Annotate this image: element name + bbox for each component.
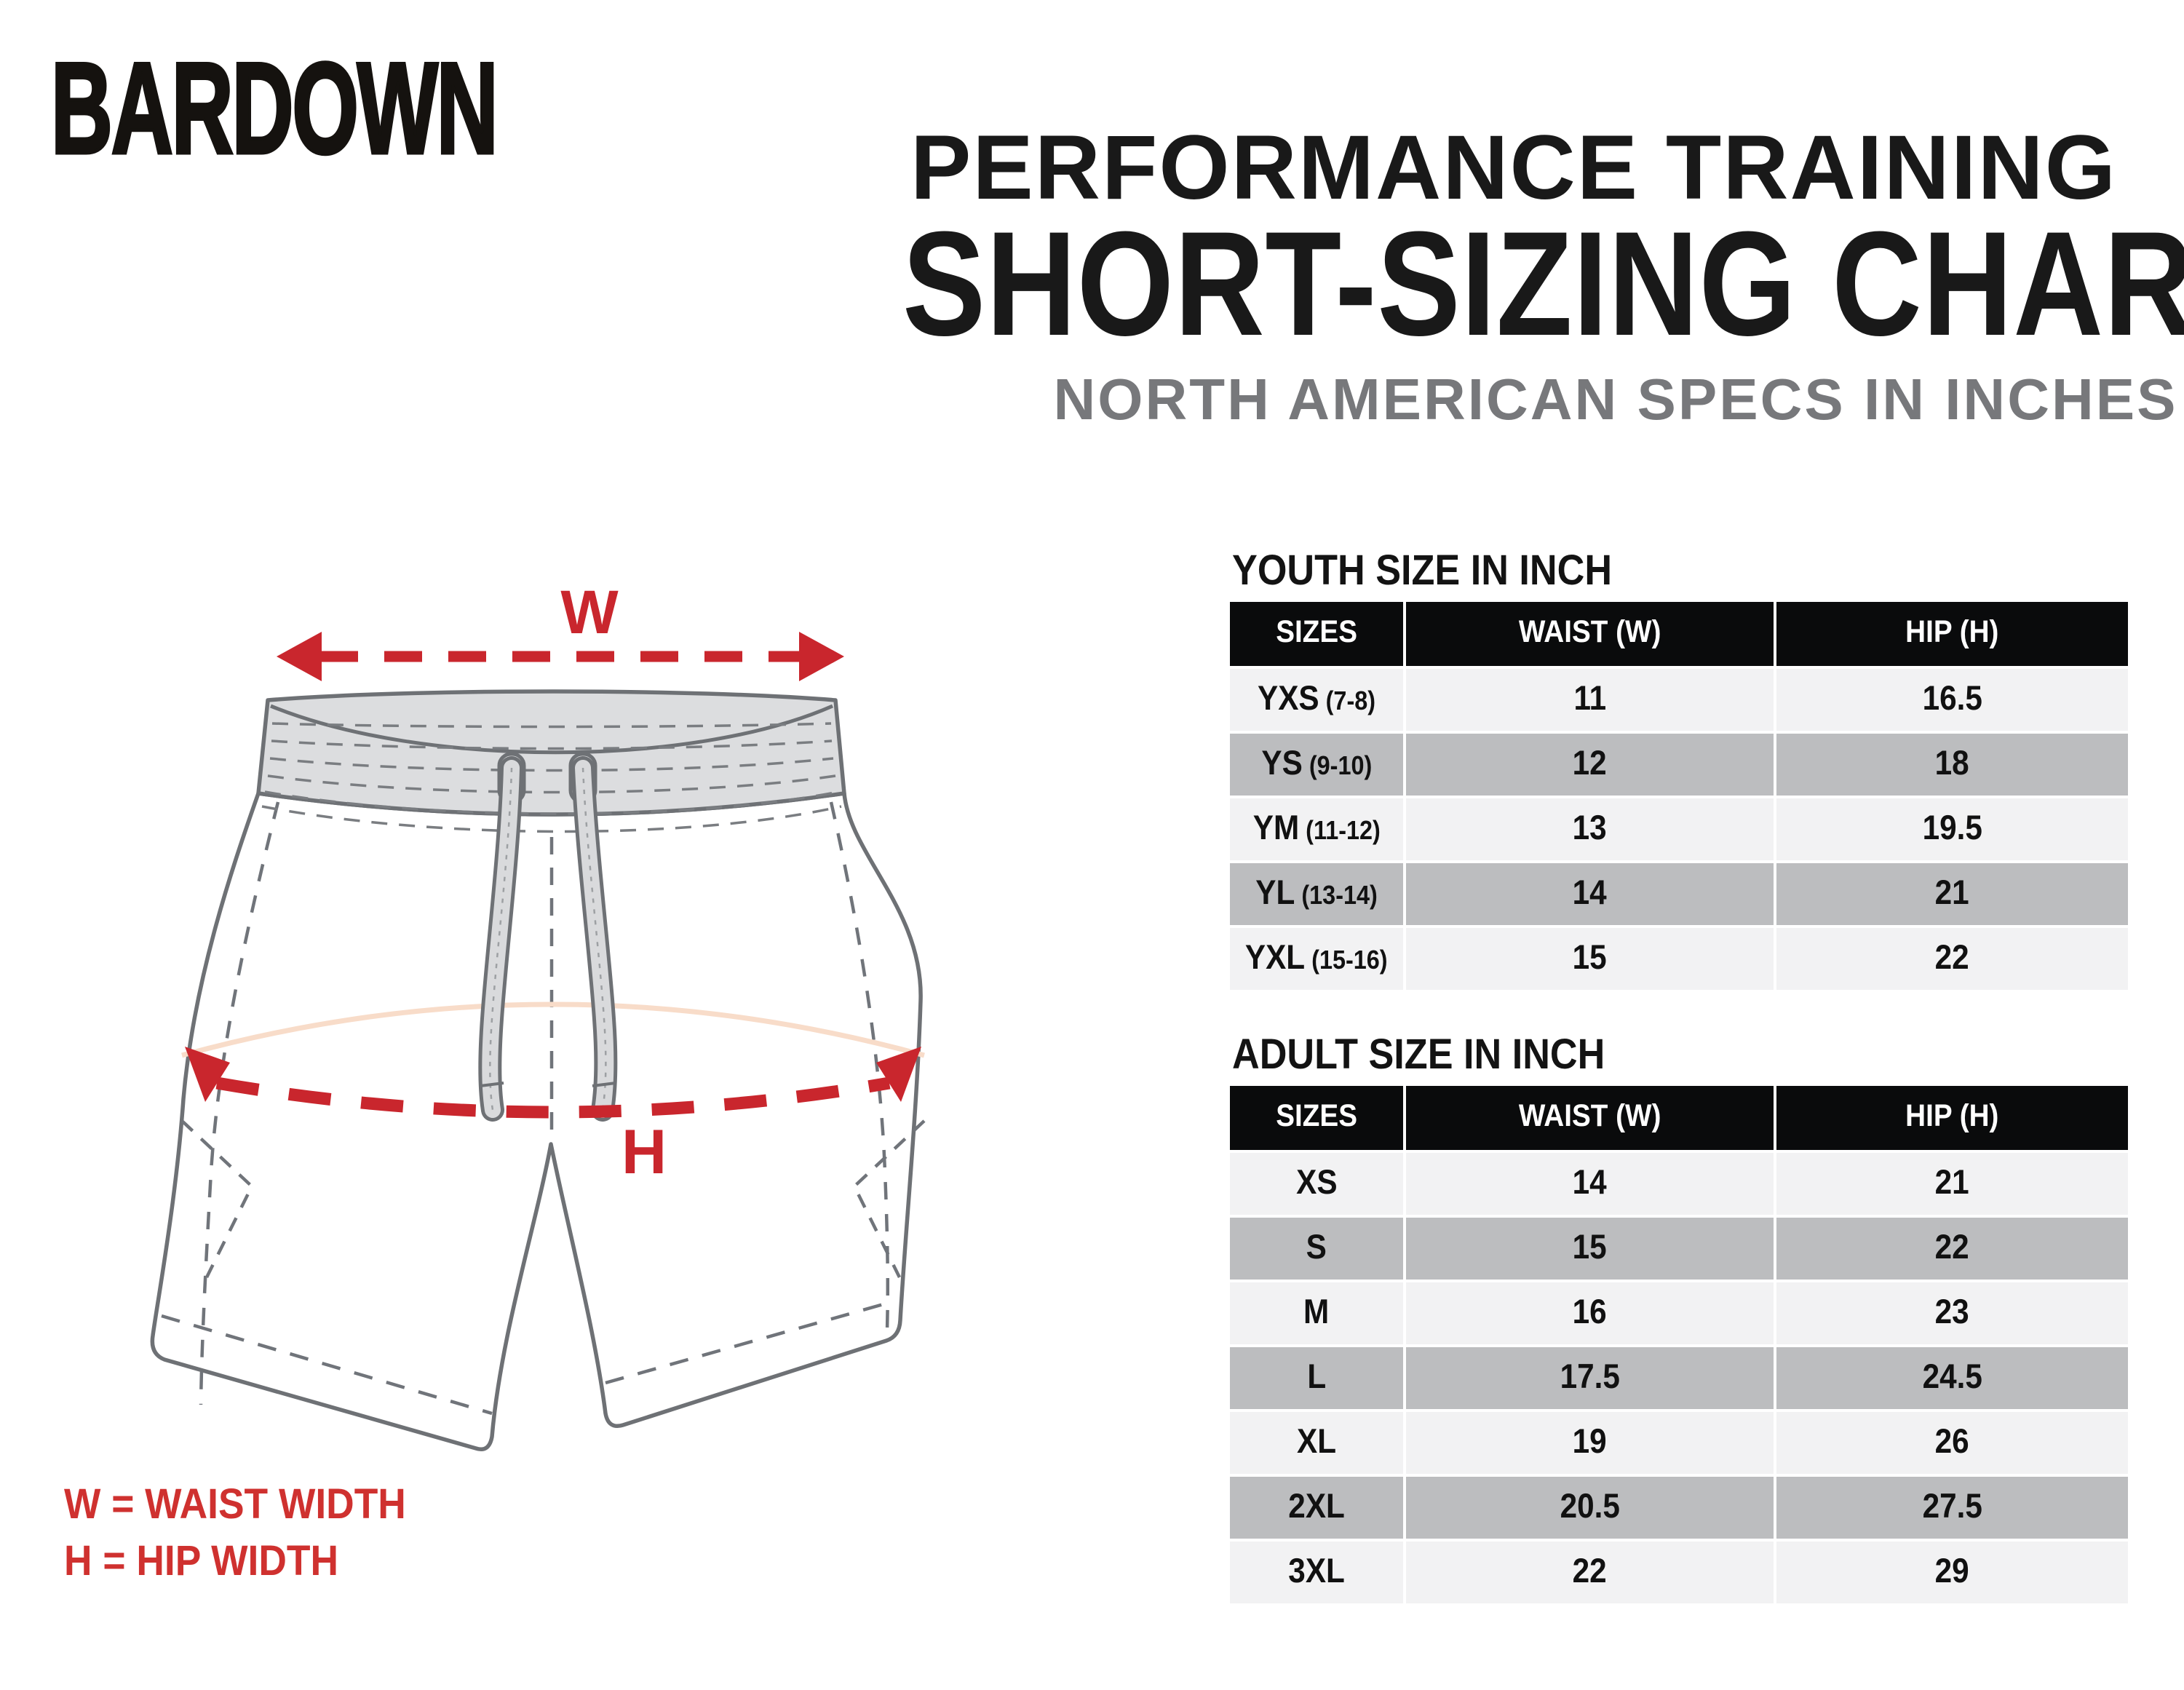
hip-cell: 22 — [1776, 1218, 2128, 1280]
waist-cell: 22 — [1406, 1542, 1774, 1603]
column-header-hip: HIP (H) — [1776, 602, 2128, 666]
table-row: 2XL 20.5 27.5 — [1230, 1477, 2128, 1539]
hip-cell: 21 — [1776, 863, 2128, 925]
table-row: YL (13-14) 14 21 — [1230, 863, 2128, 925]
brand-logo: BARDOWN — [49, 36, 499, 180]
waist-cell: 11 — [1406, 669, 1774, 731]
table-row: YXS (7-8) 11 16.5 — [1230, 669, 2128, 731]
table-row: 3XL 22 29 — [1230, 1542, 2128, 1603]
table-row: XS 14 21 — [1230, 1153, 2128, 1215]
size-cell: 3XL — [1230, 1542, 1403, 1603]
hip-cell: 19.5 — [1776, 798, 2128, 860]
size-cell: YM (11-12) — [1230, 798, 1403, 860]
drawstring-right — [571, 756, 618, 1122]
right-hem-stitch — [605, 1299, 894, 1385]
size-cell: S — [1230, 1218, 1403, 1280]
size-cell: YXL (15-16) — [1230, 928, 1403, 990]
page-subtitle: NORTH AMERICAN SPECS IN INCHES — [1053, 367, 2178, 432]
hip-cell: 23 — [1776, 1282, 2128, 1344]
waist-cell: 15 — [1406, 1218, 1774, 1280]
page-title-line1: PERFORMANCE TRAINING — [910, 117, 2118, 218]
table-row: S 15 22 — [1230, 1218, 2128, 1280]
waist-cell: 16 — [1406, 1282, 1774, 1344]
size-cell: XL — [1230, 1412, 1403, 1474]
hip-cell: 29 — [1776, 1542, 2128, 1603]
waist-cell: 14 — [1406, 1153, 1774, 1215]
youth-size-table: SIZES WAIST (W) HIP (H) YXS (7-8) 11 16.5… — [1230, 602, 2128, 993]
size-cell: 2XL — [1230, 1477, 1403, 1539]
waistband-fold — [270, 704, 834, 755]
table-row: YS (9-10) 12 18 — [1230, 734, 2128, 796]
table-row: YM (11-12) 13 19.5 — [1230, 798, 2128, 860]
hip-cell: 22 — [1776, 928, 2128, 990]
waist-cell: 14 — [1406, 863, 1774, 925]
hip-cell: 27.5 — [1776, 1477, 2128, 1539]
column-header-sizes: SIZES — [1230, 1086, 1403, 1150]
waist-cell: 12 — [1406, 734, 1774, 796]
size-cell: M — [1230, 1282, 1403, 1344]
waist-arrow — [277, 632, 844, 681]
right-pocket-stitch — [852, 1119, 926, 1278]
shorts-illustration: H W — [150, 578, 926, 1451]
column-header-hip: HIP (H) — [1776, 1086, 2128, 1150]
left-pocket-stitch — [180, 1119, 254, 1278]
hip-cell: 24.5 — [1776, 1347, 2128, 1409]
hip-label: H — [622, 1117, 667, 1187]
page-title-line2: SHORT-SIZING CHART — [902, 201, 2184, 367]
adult-header-row: SIZES WAIST (W) HIP (H) — [1230, 1086, 2128, 1150]
youth-table-title: YOUTH SIZE IN INCH — [1232, 547, 1613, 594]
column-header-sizes: SIZES — [1230, 602, 1403, 666]
waist-cell: 13 — [1406, 798, 1774, 860]
left-seam-stitch — [199, 801, 280, 1405]
waist-cell: 15 — [1406, 928, 1774, 990]
hip-cell: 21 — [1776, 1153, 2128, 1215]
hip-ellipse-back — [181, 1001, 925, 1058]
hip-arrow — [185, 1047, 921, 1119]
waist-cell: 19 — [1406, 1412, 1774, 1474]
waist-cell: 20.5 — [1406, 1477, 1774, 1539]
title-block: PERFORMANCE TRAINING SHORT-SIZING CHART … — [786, 109, 2184, 459]
table-row: L 17.5 24.5 — [1230, 1347, 2128, 1409]
legend-hip: H = HIP WIDTH — [64, 1537, 339, 1584]
table-row: XL 19 26 — [1230, 1412, 2128, 1474]
youth-header-row: SIZES WAIST (W) HIP (H) — [1230, 602, 2128, 666]
table-row: M 16 23 — [1230, 1282, 2128, 1344]
shorts-body-outline — [150, 791, 923, 1451]
left-hem-stitch — [161, 1314, 493, 1416]
waistband-stitches — [261, 722, 842, 833]
waist-cell: 17.5 — [1406, 1347, 1774, 1409]
size-cell: YS (9-10) — [1230, 734, 1403, 796]
waist-label: W — [560, 578, 619, 646]
measurement-legend: W = WAIST WIDTH H = HIP WIDTH — [64, 1483, 436, 1597]
drawstring-left — [478, 756, 523, 1122]
column-header-waist: WAIST (W) — [1406, 602, 1774, 666]
right-seam-stitch — [829, 801, 890, 1331]
adult-table-title: ADULT SIZE IN INCH — [1232, 1031, 1605, 1078]
size-cell: XS — [1230, 1153, 1403, 1215]
hip-cell: 26 — [1776, 1412, 2128, 1474]
legend-waist: W = WAIST WIDTH — [64, 1480, 406, 1528]
table-row: YXL (15-16) 15 22 — [1230, 928, 2128, 990]
size-cell: YL (13-14) — [1230, 863, 1403, 925]
size-cell: YXS (7-8) — [1230, 669, 1403, 731]
hip-cell: 16.5 — [1776, 669, 2128, 731]
adult-size-table: SIZES WAIST (W) HIP (H) XS 14 21 S 15 22… — [1230, 1086, 2128, 1606]
column-header-waist: WAIST (W) — [1406, 1086, 1774, 1150]
size-cell: L — [1230, 1347, 1403, 1409]
hip-cell: 18 — [1776, 734, 2128, 796]
